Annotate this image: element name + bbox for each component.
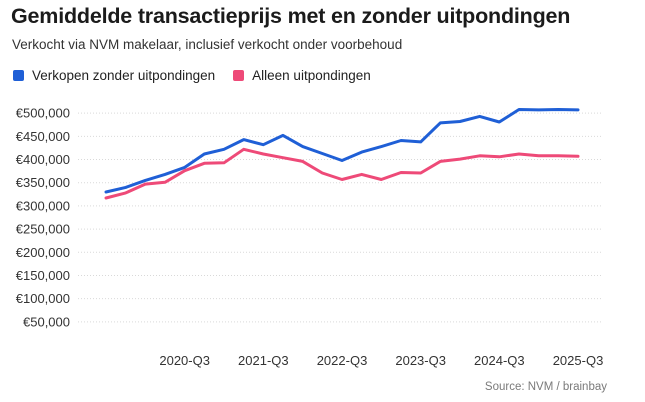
y-tick-label: €450,000 <box>16 129 70 144</box>
y-tick-label: €150,000 <box>16 268 70 283</box>
chart-title: Gemiddelde transactieprijs met en zonder… <box>11 4 571 28</box>
x-tick-label: 2021-Q3 <box>238 353 289 368</box>
y-tick-label: €200,000 <box>16 245 70 260</box>
series-line-zonder-uitpondingen <box>104 108 580 194</box>
y-tick-label: €50,000 <box>23 314 70 329</box>
legend-swatch-blue <box>13 70 24 81</box>
y-tick-label: €250,000 <box>16 222 70 237</box>
y-tick-label: €300,000 <box>16 198 70 213</box>
legend-label: Verkopen zonder uitpondingen <box>32 68 216 83</box>
y-tick-label: €400,000 <box>16 152 70 167</box>
x-tick-label: 2023-Q3 <box>395 353 446 368</box>
x-tick-label: 2025-Q3 <box>553 353 604 368</box>
y-tick-label: €100,000 <box>16 291 70 306</box>
series-line-alleen-uitpondingen <box>104 147 580 200</box>
legend-item-alleen-uitpondingen[interactable]: Alleen uitpondingen <box>233 68 371 83</box>
y-tick-label: €500,000 <box>16 106 70 121</box>
legend-item-zonder-uitpondingen[interactable]: Verkopen zonder uitpondingen <box>13 68 215 83</box>
legend-swatch-pink <box>233 70 245 81</box>
legend-label: Alleen uitpondingen <box>252 68 371 83</box>
chart-subtitle: Verkocht via NVM makelaar, inclusief ver… <box>12 37 403 52</box>
x-tick-label: 2020-Q3 <box>159 353 210 368</box>
source-note: Source: NVM / brainbay <box>484 381 607 393</box>
x-tick-label: 2024-Q3 <box>474 353 525 368</box>
legend: Verkopen zonder uitpondingen Alleen uitp… <box>13 68 389 83</box>
x-tick-label: 2022-Q3 <box>317 353 368 368</box>
y-tick-label: €350,000 <box>16 175 70 190</box>
